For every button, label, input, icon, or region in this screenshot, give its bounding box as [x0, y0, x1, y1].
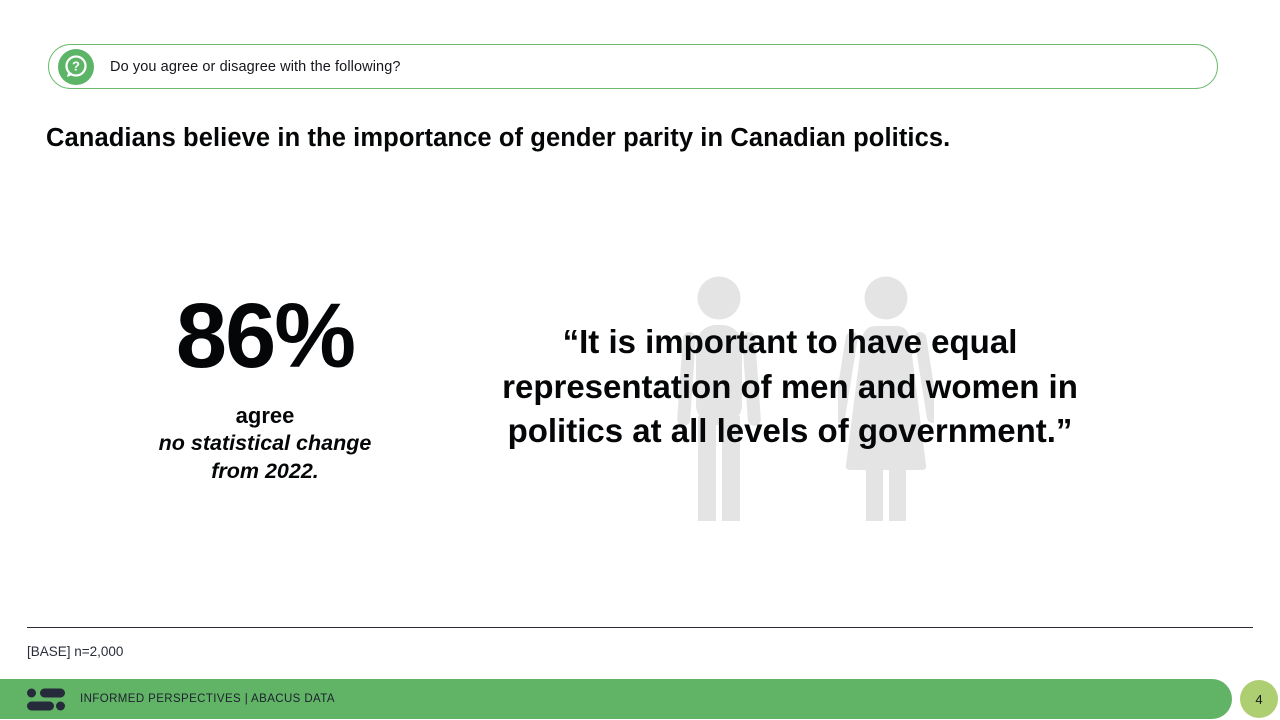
footer-bar: INFORMED PERSPECTIVES | ABACUS DATA	[0, 679, 1232, 719]
stat-note-line-1: no statistical change	[158, 430, 372, 455]
stat-note: no statistical change from 2022.	[125, 429, 405, 485]
question-bubble-icon: ?	[58, 49, 94, 85]
quote-line-2: representation of men and women in	[502, 367, 1078, 405]
man-silhouette-icon	[677, 276, 761, 521]
quote-text: “It is important to have equal represent…	[455, 320, 1125, 454]
question-banner: ? Do you agree or disagree with the foll…	[48, 44, 1218, 89]
footer-brand-text: INFORMED PERSPECTIVES | ABACUS DATA	[80, 693, 335, 705]
question-text: Do you agree or disagree with the follow…	[110, 58, 401, 75]
people-silhouettes	[0, 276, 1280, 521]
stat-label: agree	[235, 402, 295, 428]
svg-text:?: ?	[72, 59, 80, 74]
divider-line	[27, 627, 1253, 628]
stat-block: 86% agree no statistical change from 202…	[125, 288, 405, 485]
quote-line-3: politics at all levels of government.”	[507, 412, 1073, 449]
stat-note-line-2: from 2022.	[211, 458, 319, 483]
woman-silhouette-icon	[838, 276, 934, 521]
page-number-badge: 4	[1240, 680, 1278, 718]
stat-value: 86%	[175, 285, 356, 387]
base-note: [BASE] n=2,000	[27, 644, 124, 659]
abacus-data-logo-icon	[27, 688, 65, 710]
slide-title: Canadians believe in the importance of g…	[46, 124, 951, 152]
quote-line-1: “It is important to have equal	[562, 323, 1018, 360]
